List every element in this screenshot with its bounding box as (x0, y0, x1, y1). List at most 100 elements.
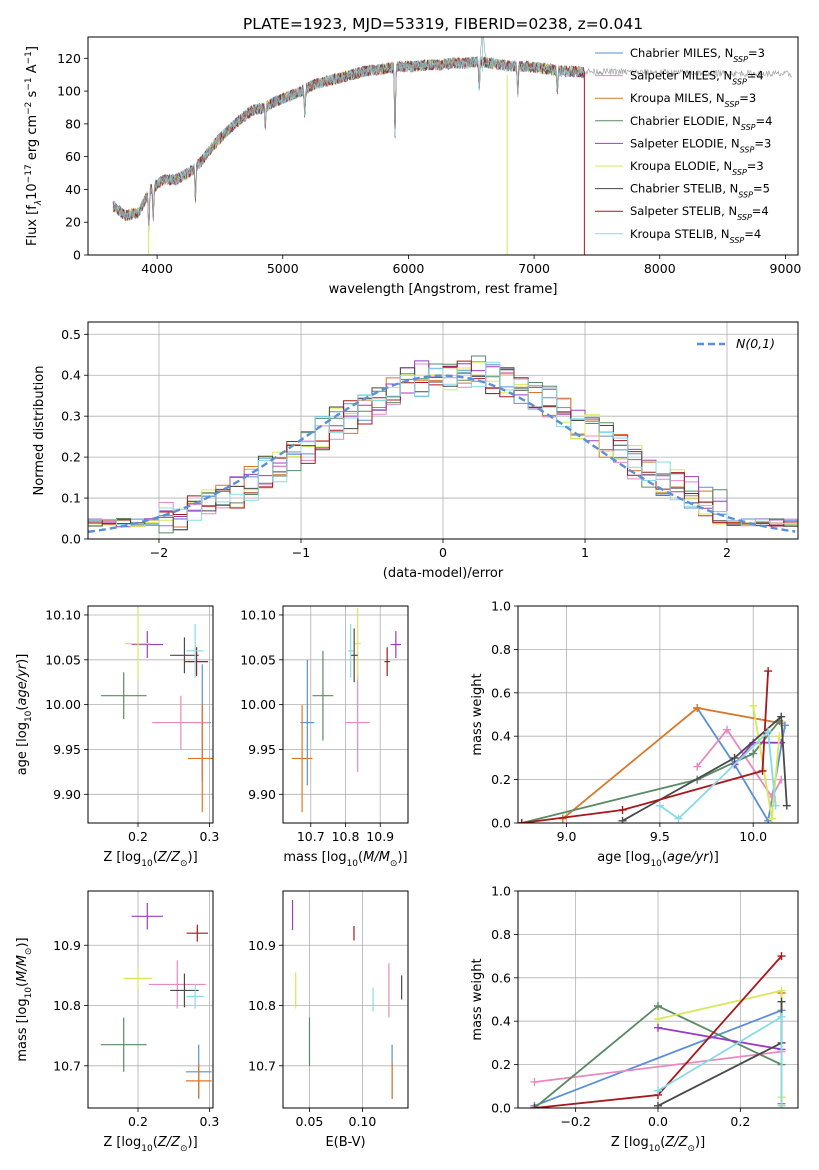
age_vs_Z-grid (88, 606, 213, 823)
weight-marker (730, 753, 739, 762)
weight_vs_Z-axes: −0.2 0.0 0.2 0.0 0.2 0.4 0.6 0.8 1.0 Z [log10(Z/Z… (470, 884, 799, 1154)
legend-entry-label: Kroupa MILES, NSSP=3 (630, 91, 756, 109)
x-tick-label: 9.0 (557, 829, 577, 844)
weight-line (657, 1026, 782, 1051)
y-tick-label: 0.0 (491, 816, 511, 831)
y-tick-label: 0.0 (491, 1101, 511, 1116)
y-tick-label: 10.00 (240, 697, 276, 712)
x-tick-label: 10.9 (366, 829, 394, 844)
mass_vs_ebv-plot-area (291, 900, 403, 1099)
residual-histogram (88, 361, 798, 527)
y-tick-label: 0.3 (61, 409, 81, 424)
legend-nssp-text: =3 (739, 91, 756, 105)
weight-marker (654, 1023, 662, 1032)
legend-nssp-text: =3 (754, 136, 771, 150)
y-tick-label: 9.90 (53, 787, 81, 802)
errorbar-point (188, 704, 213, 813)
x-tick-label: 8000 (644, 261, 676, 276)
weight-marker (693, 703, 702, 712)
x-axis-label: wavelength [Angstrom, rest frame] (329, 282, 558, 297)
legend-nssp-text: =3 (748, 46, 765, 60)
errorbar-point (185, 647, 208, 676)
y-tick-label: 0.1 (61, 491, 81, 506)
weight-line (521, 671, 769, 823)
legend-nssp-text: =4 (747, 69, 764, 83)
x-tick-label: 9.5 (650, 829, 670, 844)
errorbar-point (123, 967, 153, 990)
weight-marker (771, 801, 780, 810)
legend-label-text: Kroupa STELIB, N (630, 227, 730, 241)
legend-nssp-text: =4 (744, 227, 761, 241)
y-tick-label: 0.8 (491, 927, 511, 942)
y-tick-label: 10.05 (45, 652, 81, 667)
x-tick-label: 10.8 (332, 829, 360, 844)
x-axis-label: mass [log10(M/M⊙)] (283, 850, 407, 869)
weight-line (534, 1009, 782, 1107)
x-axis-label: Z [log10(Z/Z⊙)] (103, 850, 197, 869)
y-tick-label: 120 (57, 51, 81, 66)
axes-frame (87, 321, 799, 540)
x-tick-label: 9000 (770, 261, 802, 276)
y-tick-label: 0 (73, 248, 81, 263)
errorbar-point (185, 1063, 212, 1098)
weight-marker (674, 814, 683, 823)
legend-label-text: Salpeter STELIB, N (630, 204, 737, 218)
weight-line (659, 729, 777, 820)
x-tick-label: 0.2 (730, 1114, 750, 1129)
residual-legend: N(0,1) (697, 336, 775, 351)
y-tick-label: 0.8 (491, 642, 511, 657)
errorbar-point (131, 631, 163, 659)
axes-frame (87, 36, 799, 256)
weight_vs_Z-plot-area (530, 952, 786, 1108)
spectrum-plot-area (112, 37, 792, 255)
y-tick-label: 0.2 (491, 1057, 511, 1072)
legend-nssp-text: =4 (752, 204, 769, 218)
spectrum-axes: 4000 5000 6000 7000 8000 9000 0 20 40 60 80 100 120 C… (24, 36, 802, 297)
y-tick-label: 9.90 (248, 787, 276, 802)
errorbar-point (131, 903, 163, 930)
legend-nssp-text: =3 (747, 159, 764, 173)
y-tick-label: 10.9 (53, 938, 81, 953)
weight-marker (782, 801, 791, 810)
errorbar-point (170, 973, 199, 1008)
legend-entry-label: Chabrier ELODIE, NSSP=4 (630, 114, 772, 132)
legend-entry-label: Salpeter STELIB, NSSP=4 (630, 204, 769, 222)
x-axis-label: (data-model)/error (383, 566, 504, 581)
weight-marker (749, 749, 758, 758)
weight-marker (777, 1012, 786, 1021)
weight-marker (758, 766, 767, 775)
weight-marker (764, 727, 773, 736)
errorbar-point (186, 623, 204, 678)
weight-marker (777, 775, 786, 784)
y-tick-label: 10.9 (248, 938, 276, 953)
y-tick-label: 0.4 (61, 368, 81, 383)
legend-label-text: Salpeter ELODIE, N (630, 136, 740, 150)
x-axis-label: Z [log10(Z/Z⊙)] (611, 1135, 705, 1154)
weight-marker (693, 762, 702, 771)
weight-marker (654, 1086, 662, 1095)
legend-label-text: Chabrier ELODIE, N (630, 114, 741, 128)
age_vs_mass-grid (283, 606, 408, 823)
axes-frame (282, 605, 409, 824)
weight-marker (764, 667, 773, 676)
x-axis-label: age [log10(age/yr)] (597, 850, 719, 869)
mass_vs_Z-plot-area (100, 903, 212, 1099)
errorbar-point (347, 623, 354, 678)
observed-spectrum-line (112, 37, 792, 229)
x-tick-label: 1 (581, 545, 589, 560)
y-tick-label: 10.8 (53, 998, 81, 1013)
y-tick-label: 1.0 (491, 884, 511, 899)
y-tick-label: 0.6 (491, 970, 511, 985)
errorbar-point (345, 673, 370, 772)
y-tick-label: 10.00 (45, 697, 81, 712)
mass_vs_ebv-axes: 0.05 0.10 10.7 10.8 10.9 E(B-V) (248, 890, 409, 1150)
age_vs_Z-plot-area (100, 607, 213, 813)
x-tick-label: −2 (150, 545, 168, 560)
errorbar-point (186, 924, 208, 942)
errorbar-point (350, 628, 358, 683)
weight-marker (767, 814, 776, 823)
weight-marker (618, 805, 627, 814)
errorbar-point (148, 960, 206, 1009)
